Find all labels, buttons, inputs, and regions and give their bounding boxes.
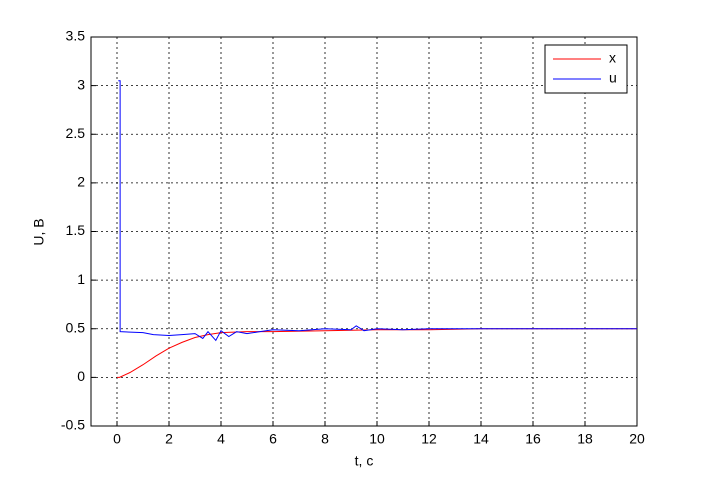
y-tick-label: 1 [77,271,85,287]
y-tick-label: 3 [77,76,85,92]
x-tick-label: 6 [269,431,277,447]
y-tick-label: 0 [77,368,85,384]
x-tick-label: 18 [577,431,593,447]
x-tick-label: 10 [369,431,385,447]
legend-box [544,44,628,94]
y-tick-label: 1.5 [66,222,86,238]
y-tick-label: 2.5 [66,125,86,141]
legend-label: u [609,70,617,86]
x-tick-label: 14 [473,431,489,447]
axes-box [90,36,638,427]
y-tick-label: 3.5 [66,28,86,44]
x-tick-label: 16 [525,431,541,447]
x-tick-label: 12 [421,431,437,447]
y-tick-label: 2 [77,174,85,190]
x-tick-label: 2 [165,431,173,447]
series-line [118,80,637,342]
x-tick-label: 8 [321,431,329,447]
x-tick-label: 4 [217,431,225,447]
x-tick-label: 0 [113,431,121,447]
x-axis-label: t, c [355,453,374,469]
y-tick-label: 0.5 [66,319,86,335]
legend-label: x [609,50,616,66]
x-tick-label: 20 [629,431,645,447]
y-axis-label: U, В [31,218,47,245]
y-tick-label: -0.5 [61,417,85,433]
